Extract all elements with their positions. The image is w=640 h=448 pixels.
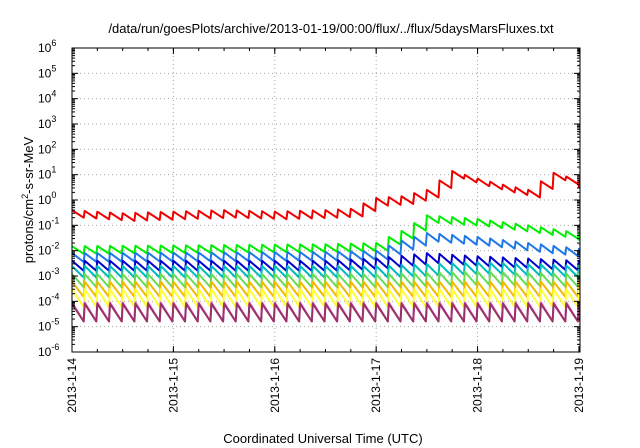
y-tick-exponent: 1 — [51, 165, 56, 175]
y-axis-label-unit: protons/cm — [21, 199, 36, 263]
y-tick-base: 10 — [38, 244, 52, 258]
y-axis-label-exponent: 2 — [20, 194, 30, 199]
y-tick-label: 10-5 — [38, 317, 59, 334]
x-tick-label: 2013-1-15 — [166, 358, 180, 413]
y-tick-label: 10-6 — [38, 342, 59, 359]
y-tick-exponent: 4 — [51, 89, 56, 99]
x-tick-label: 2013-1-18 — [471, 358, 485, 413]
y-tick-exponent: -1 — [51, 215, 59, 225]
series-line-3 — [71, 232, 580, 263]
y-tick-exponent: -2 — [51, 241, 59, 251]
y-tick-base: 10 — [38, 92, 52, 106]
y-tick-label: 103 — [38, 114, 56, 131]
y-tick-base: 10 — [38, 66, 52, 80]
y-tick-label: 106 — [38, 38, 56, 55]
y-tick-base: 10 — [38, 117, 52, 131]
y-tick-base: 10 — [38, 345, 52, 359]
y-tick-exponent: 6 — [51, 38, 56, 48]
y-tick-label: 104 — [38, 89, 56, 106]
y-axis-label-rest: -s-sr-MeV — [21, 136, 36, 193]
x-tick-label: 2013-1-17 — [369, 358, 383, 413]
chart-title: /data/run/goesPlots/archive/2013-01-19/0… — [108, 21, 554, 36]
y-axis-label: protons/cm2-s-sr-MeV — [20, 136, 36, 263]
y-tick-label: 10-4 — [38, 291, 59, 308]
series-line-1 — [71, 170, 580, 222]
series-line-6 — [71, 270, 580, 289]
series-group — [71, 170, 580, 323]
y-tick-base: 10 — [38, 294, 52, 308]
y-tick-label: 10-3 — [38, 266, 59, 283]
y-tick-label: 105 — [38, 63, 56, 80]
y-tick-exponent: -4 — [51, 291, 59, 301]
y-axis-label-group: protons/cm2-s-sr-MeV — [20, 136, 36, 263]
y-tick-exponent: -5 — [51, 317, 59, 327]
x-tick-label: 2013-1-19 — [572, 358, 586, 413]
y-tick-base: 10 — [38, 168, 52, 182]
y-tick-label: 10-1 — [38, 215, 59, 232]
ticks: 10610510410310210110010-110-210-310-410-… — [38, 38, 586, 413]
series-line-2 — [71, 214, 580, 255]
y-tick-base: 10 — [38, 218, 52, 232]
series-line-5 — [71, 261, 580, 279]
x-tick-label: 2013-1-16 — [268, 358, 282, 413]
y-tick-exponent: -3 — [51, 266, 59, 276]
y-tick-label: 10-2 — [38, 241, 59, 258]
y-tick-label: 102 — [38, 139, 56, 156]
series-line-8 — [71, 288, 580, 308]
y-tick-exponent: 2 — [51, 139, 56, 149]
x-axis-label: Coordinated Universal Time (UTC) — [223, 431, 422, 446]
y-tick-base: 10 — [38, 320, 52, 334]
y-tick-exponent: 5 — [51, 63, 56, 73]
x-tick-label: 2013-1-14 — [65, 358, 79, 413]
y-tick-exponent: -6 — [51, 342, 59, 352]
y-tick-base: 10 — [38, 193, 52, 207]
y-tick-label: 101 — [38, 165, 56, 182]
y-tick-exponent: 0 — [51, 190, 56, 200]
y-tick-exponent: 3 — [51, 114, 56, 124]
y-tick-base: 10 — [38, 142, 52, 156]
series-line-10 — [71, 302, 580, 323]
y-tick-base: 10 — [38, 41, 52, 55]
y-tick-label: 100 — [38, 190, 56, 207]
y-tick-base: 10 — [38, 269, 52, 283]
